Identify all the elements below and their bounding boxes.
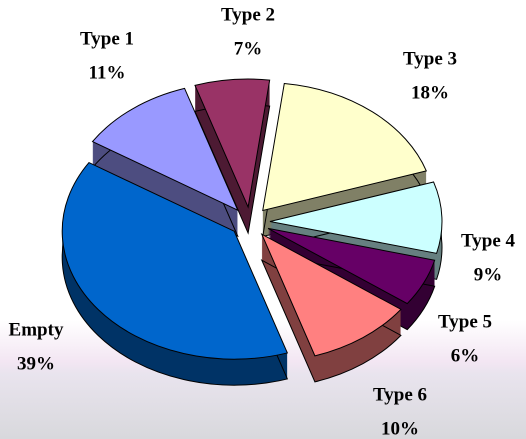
- slice-side-outline: [267, 253, 436, 331]
- category-label: Empty: [9, 319, 64, 340]
- category-label: Type 1: [80, 28, 134, 49]
- slice: [194, 78, 271, 209]
- value-label: 7%: [234, 38, 263, 59]
- slice: [260, 233, 402, 357]
- category-label: Type 4: [461, 230, 516, 251]
- slice: [61, 161, 289, 360]
- value-label: 9%: [474, 264, 503, 285]
- slice: [267, 227, 436, 305]
- slice: [269, 181, 443, 254]
- category-label: Type 5: [438, 311, 492, 332]
- pie: [61, 78, 443, 386]
- category-label: Type 2: [221, 4, 275, 25]
- labels: Type 1 11% Type 2 7% Type 3 18% Type 4 9% Type 5…: [9, 4, 516, 439]
- slice-side-outline: [260, 259, 402, 383]
- value-label: 6%: [451, 345, 480, 366]
- slice: [91, 87, 239, 212]
- slice: [262, 82, 428, 212]
- value-label: 10%: [381, 418, 419, 439]
- value-label: 11%: [89, 62, 126, 83]
- value-label: 18%: [411, 82, 449, 103]
- category-label: Type 6: [373, 384, 427, 405]
- value-label: 39%: [17, 353, 55, 374]
- category-label: Type 3: [403, 48, 457, 69]
